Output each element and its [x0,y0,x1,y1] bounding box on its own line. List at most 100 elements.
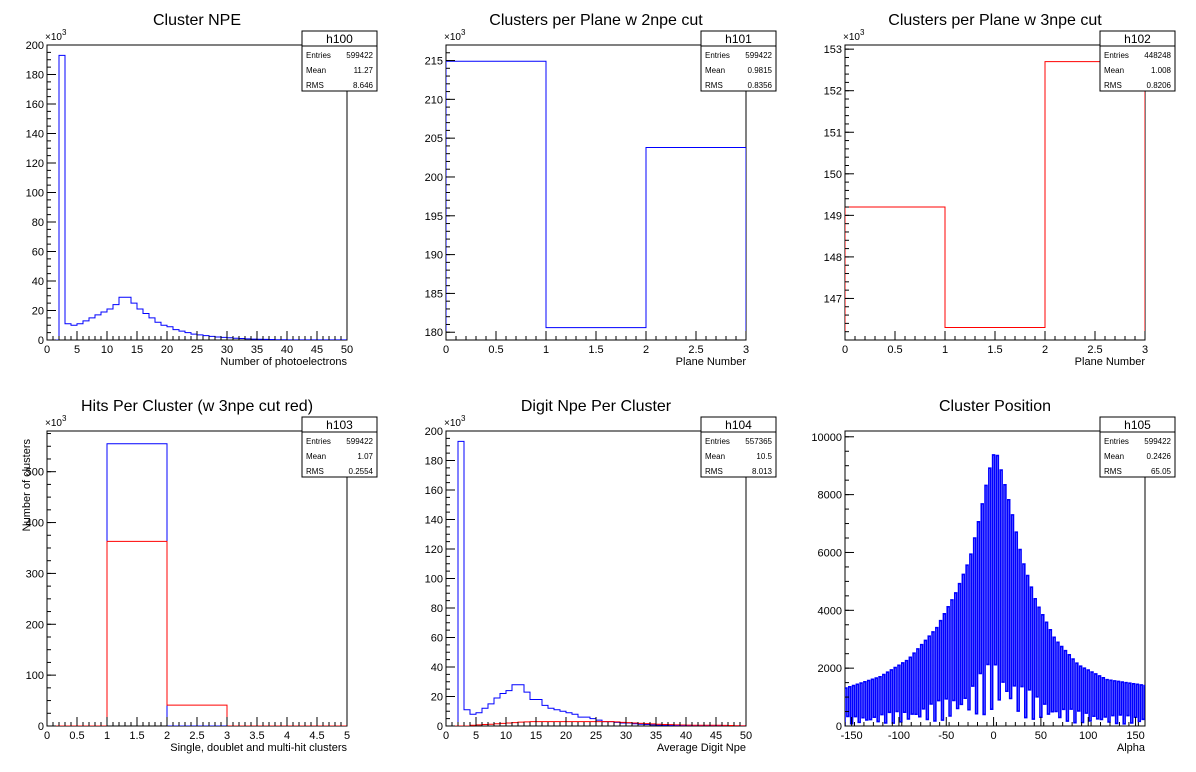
y-tick-label: 180 [26,70,44,82]
stats-value: 0.8356 [748,81,773,90]
stats-box-frame [700,30,777,92]
x-axis-label: Number of photoelectrons [220,356,347,368]
stats-value: 599422 [1144,437,1171,446]
x-tick-label: 50 [341,344,353,356]
x-tick-label: 2.5 [688,344,703,356]
x-tick-label: 20 [161,344,173,356]
x-tick-label: 0 [842,344,848,356]
x-tick-label: 3 [1142,344,1148,356]
x-tick-label: 2 [164,730,170,742]
y-tick-label: 152 [824,86,842,98]
x-tick-label: 30 [221,344,233,356]
y-tick-label: 120 [26,158,44,170]
stats-box-frame [700,416,777,478]
stats-value: 557365 [745,437,772,446]
x-tick-label: 2.5 [1087,344,1102,356]
series-step-line [446,60,746,340]
stats-box-frame [1099,30,1176,92]
stats-key: Entries [705,437,730,446]
data-layer [47,54,347,340]
y-exponent-label: ×103 [45,414,67,429]
y-exponent-power: 3 [62,414,67,423]
pad-h102: Clusters per Plane w 3npe cut 0 0.5 1 1.5 2 2.… [824,12,1176,368]
x-axis-label: Single, doublet and multi-hit clusters [170,742,347,754]
y-exponent-power: 3 [461,28,466,37]
x-tick-label: 45 [311,344,323,356]
stats-key: Mean [705,452,725,461]
x-tick-label: 3.5 [249,730,264,742]
y-tick-label: 147 [824,293,842,305]
y-exponent-base: ×10 [45,32,62,43]
chart-title: Hits Per Cluster (w 3npe cut red) [81,398,313,415]
stats-name: h103 [326,418,353,432]
x-tick-label: 1.5 [987,344,1002,356]
pad-h101: Clusters per Plane w 2npe cut 0 0.5 1 1.5 2 2.… [425,12,777,368]
x-tick-label: 4.5 [309,730,324,742]
y-tick-label: 140 [425,515,443,527]
stats-name: h102 [1124,32,1151,46]
y-exponent-base: ×10 [45,418,62,429]
x-tick-label: 5 [344,730,350,742]
stats-value: 11.27 [354,66,374,75]
y-exponent-label: ×103 [444,414,466,429]
data-layer [845,454,1145,726]
chart-title: Cluster Position [939,398,1051,415]
x-tick-label: 1 [543,344,549,356]
stats-key: Entries [1104,51,1129,60]
chart-title: Clusters per Plane w 3npe cut [888,12,1102,29]
stats-value: 1.07 [357,452,373,461]
x-tick-label: 2.5 [189,730,204,742]
series-step-line [47,443,347,726]
y-tick-label: 120 [425,544,443,556]
x-tick-label: 40 [281,344,293,356]
x-tick-label: 0.5 [887,344,902,356]
x-tick-label: -100 [888,730,910,742]
y-tick-label: 300 [26,568,44,580]
stats-name: h104 [725,418,752,432]
stats-box: h101 Entries 599422 Mean 0.9815 RMS 0.8356 [700,30,777,92]
x-tick-label: 3 [743,344,749,356]
y-exponent-power: 3 [62,28,67,37]
stats-key: RMS [705,81,723,90]
stats-value: 599422 [346,437,373,446]
y-tick-label: 6000 [818,547,842,559]
y-axis-label: Number of clusters [21,439,33,532]
x-axis-label: Alpha [1117,742,1146,754]
stats-value: 448248 [1144,51,1171,60]
y-tick-label: 80 [32,217,44,229]
y-tick-label: 100 [26,188,44,200]
y-exponent-power: 3 [461,414,466,423]
y-tick-label: 153 [824,44,842,56]
x-tick-label: 1.5 [129,730,144,742]
x-tick-label: 10 [101,344,113,356]
stats-box: h102 Entries 448248 Mean 1.008 RMS 0.8206 [1099,30,1176,92]
x-tick-label: 0.5 [69,730,84,742]
y-exponent-base: ×10 [444,32,461,43]
x-tick-label: 0 [443,730,449,742]
stats-value: 0.2554 [349,467,374,476]
y-tick-label: 0 [437,721,443,733]
stats-name: h105 [1124,418,1151,432]
series-step-line [47,54,347,340]
stats-key: RMS [306,467,324,476]
x-tick-label: 15 [131,344,143,356]
data-layer [47,443,347,726]
x-axis-label: Average Digit Npe [657,742,746,754]
y-tick-label: 40 [431,662,443,674]
y-tick-label: 8000 [818,490,842,502]
y-exponent-base: ×10 [444,418,461,429]
stats-key: Mean [1104,452,1124,461]
series-step-line [47,540,347,726]
x-tick-label: 1 [942,344,948,356]
y-tick-label: 200 [425,172,443,184]
x-tick-label: 45 [710,730,722,742]
stats-value: 8.646 [353,81,374,90]
x-tick-label: 3 [224,730,230,742]
y-tick-label: 60 [32,247,44,259]
stats-key: RMS [1104,81,1122,90]
y-tick-label: 205 [425,133,443,145]
y-tick-label: 140 [26,129,44,141]
y-tick-label: 40 [32,276,44,288]
y-tick-label: 151 [824,127,842,139]
